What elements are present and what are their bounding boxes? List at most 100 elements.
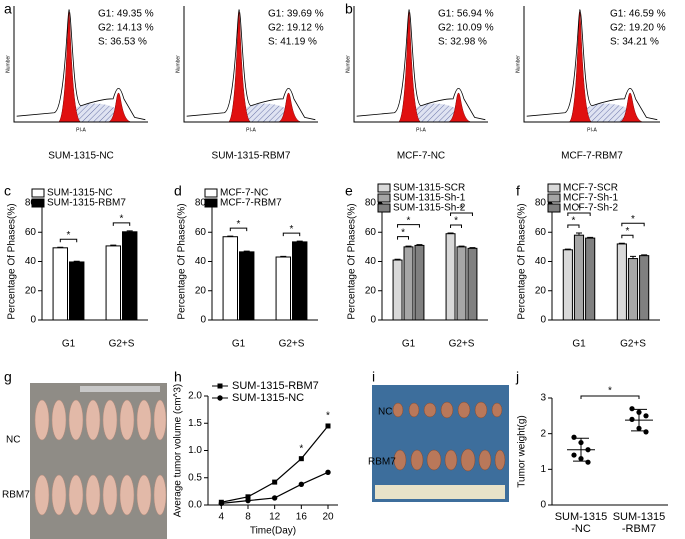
legend-label: MCF-7-SCR [563, 183, 618, 194]
point [571, 452, 577, 458]
y-tick-label: 40 [25, 256, 37, 267]
legend-swatch [547, 203, 561, 213]
significance-bracket [112, 222, 131, 226]
legend-swatch [204, 188, 218, 198]
x-axis-label: PI-A [246, 127, 256, 133]
y-tick-label: 80 [25, 198, 37, 209]
error-bar [458, 245, 465, 247]
significance-label: * [290, 224, 294, 235]
legend-label: MCF-7-Sh-2 [563, 203, 618, 214]
error-bar [296, 240, 303, 242]
chart-title: SUM-1315-RBM7 [212, 151, 291, 162]
bar [392, 259, 403, 321]
legend-label: SUM-1315-RBM7 [232, 380, 319, 392]
annotation: * [299, 443, 303, 454]
panel-label: g [4, 369, 12, 385]
point [325, 469, 331, 475]
y-axis-label: Number [5, 55, 11, 73]
x-tick-label: SUM-1315 [555, 511, 608, 523]
chart-title: MCF-7-RBM7 [561, 151, 623, 162]
legend-label: SUM-1315-SCR [393, 183, 465, 194]
y-tick-label: 0.0 [188, 500, 202, 511]
x-axis-label: PI-A [76, 127, 86, 133]
y-tick-label: 40 [365, 256, 377, 267]
bar [616, 243, 627, 321]
x-tick-label: G2+S [109, 339, 135, 350]
error-bar [587, 236, 594, 239]
y-tick-label: 60 [195, 227, 207, 238]
flow-stat: G1: 39.69 % [268, 9, 324, 20]
x-tick-label: -RBM7 [622, 523, 656, 535]
flow-stat: G1: 56.94 % [438, 9, 494, 20]
significance-bracket [450, 212, 473, 216]
legend-marker [217, 395, 223, 401]
x-tick-label: G1 [62, 339, 76, 350]
significance-label: * [631, 214, 635, 225]
bar [69, 261, 85, 321]
bar [585, 237, 596, 321]
point [325, 423, 331, 429]
series-line [221, 425, 329, 503]
bar [562, 249, 573, 321]
point [298, 481, 305, 487]
legend-label: SUM-1315-Sh-2 [393, 203, 466, 214]
error-bar [227, 235, 234, 237]
flow-s-phase [74, 103, 116, 122]
flow-axes [523, 6, 660, 123]
bar [639, 255, 650, 321]
error-bar [57, 246, 64, 248]
y-tick-label: 0 [540, 315, 546, 326]
y-tick-label: 0 [200, 315, 206, 326]
x-tick-label: G1 [232, 339, 246, 350]
photo-label: RBM7 [368, 457, 396, 468]
photo-label: NC [378, 407, 392, 418]
y-tick-label: 20 [365, 285, 377, 296]
bar [105, 245, 121, 321]
x-tick-label: SUM-1315 [613, 511, 666, 523]
x-tick-label: G2+S [449, 339, 475, 350]
x-tick-label: 16 [296, 512, 308, 523]
error-bar [280, 255, 287, 258]
error-bar [243, 250, 250, 252]
bar [122, 231, 138, 321]
y-tick-label: 80 [195, 198, 207, 209]
legend-swatch [31, 188, 45, 198]
significance-label: * [577, 204, 581, 215]
flow-axes [353, 6, 488, 123]
flow-stat: G1: 49.35 % [98, 9, 154, 20]
x-axis-label: PI-A [416, 127, 426, 133]
chart-title: SUM-1315-NC [48, 151, 114, 162]
significance-label: * [67, 230, 71, 241]
point [245, 497, 251, 504]
panel-label: e [345, 183, 353, 199]
x-tick-label: G2+S [620, 339, 646, 350]
legend-label: SUM-1315-RBM7 [47, 198, 126, 209]
photo-label: NC [6, 435, 20, 446]
error-bar [416, 244, 423, 246]
bar [275, 256, 292, 321]
y-tick-label: 20 [25, 285, 37, 296]
flow-outline [526, 9, 658, 121]
flow-stat: S: 41.19 % [268, 37, 317, 48]
significance-bracket [621, 222, 645, 227]
error-bar [576, 232, 582, 236]
x-axis-label: Time(Day) [250, 526, 296, 537]
flow-s-phase [244, 103, 286, 122]
flow-stat: G2: 19.20 % [610, 23, 666, 34]
flow-g1-peak [397, 11, 422, 123]
flow-stat: G1: 46.59 % [610, 9, 666, 20]
y-tick-label: 80 [535, 198, 547, 209]
flow-outline [16, 9, 146, 121]
x-tick-label: 8 [245, 512, 251, 523]
bar [445, 233, 456, 321]
panel-label: f [516, 183, 520, 199]
y-axis-label: Number [175, 55, 181, 73]
legend-label: SUM-1315-NC [232, 392, 304, 404]
chart-title: MCF-7-NC [397, 151, 445, 162]
significance-bracket [282, 232, 301, 237]
legend-swatch [204, 198, 218, 208]
point [629, 416, 635, 422]
legend-swatch [377, 203, 391, 213]
error-bar [564, 248, 571, 250]
